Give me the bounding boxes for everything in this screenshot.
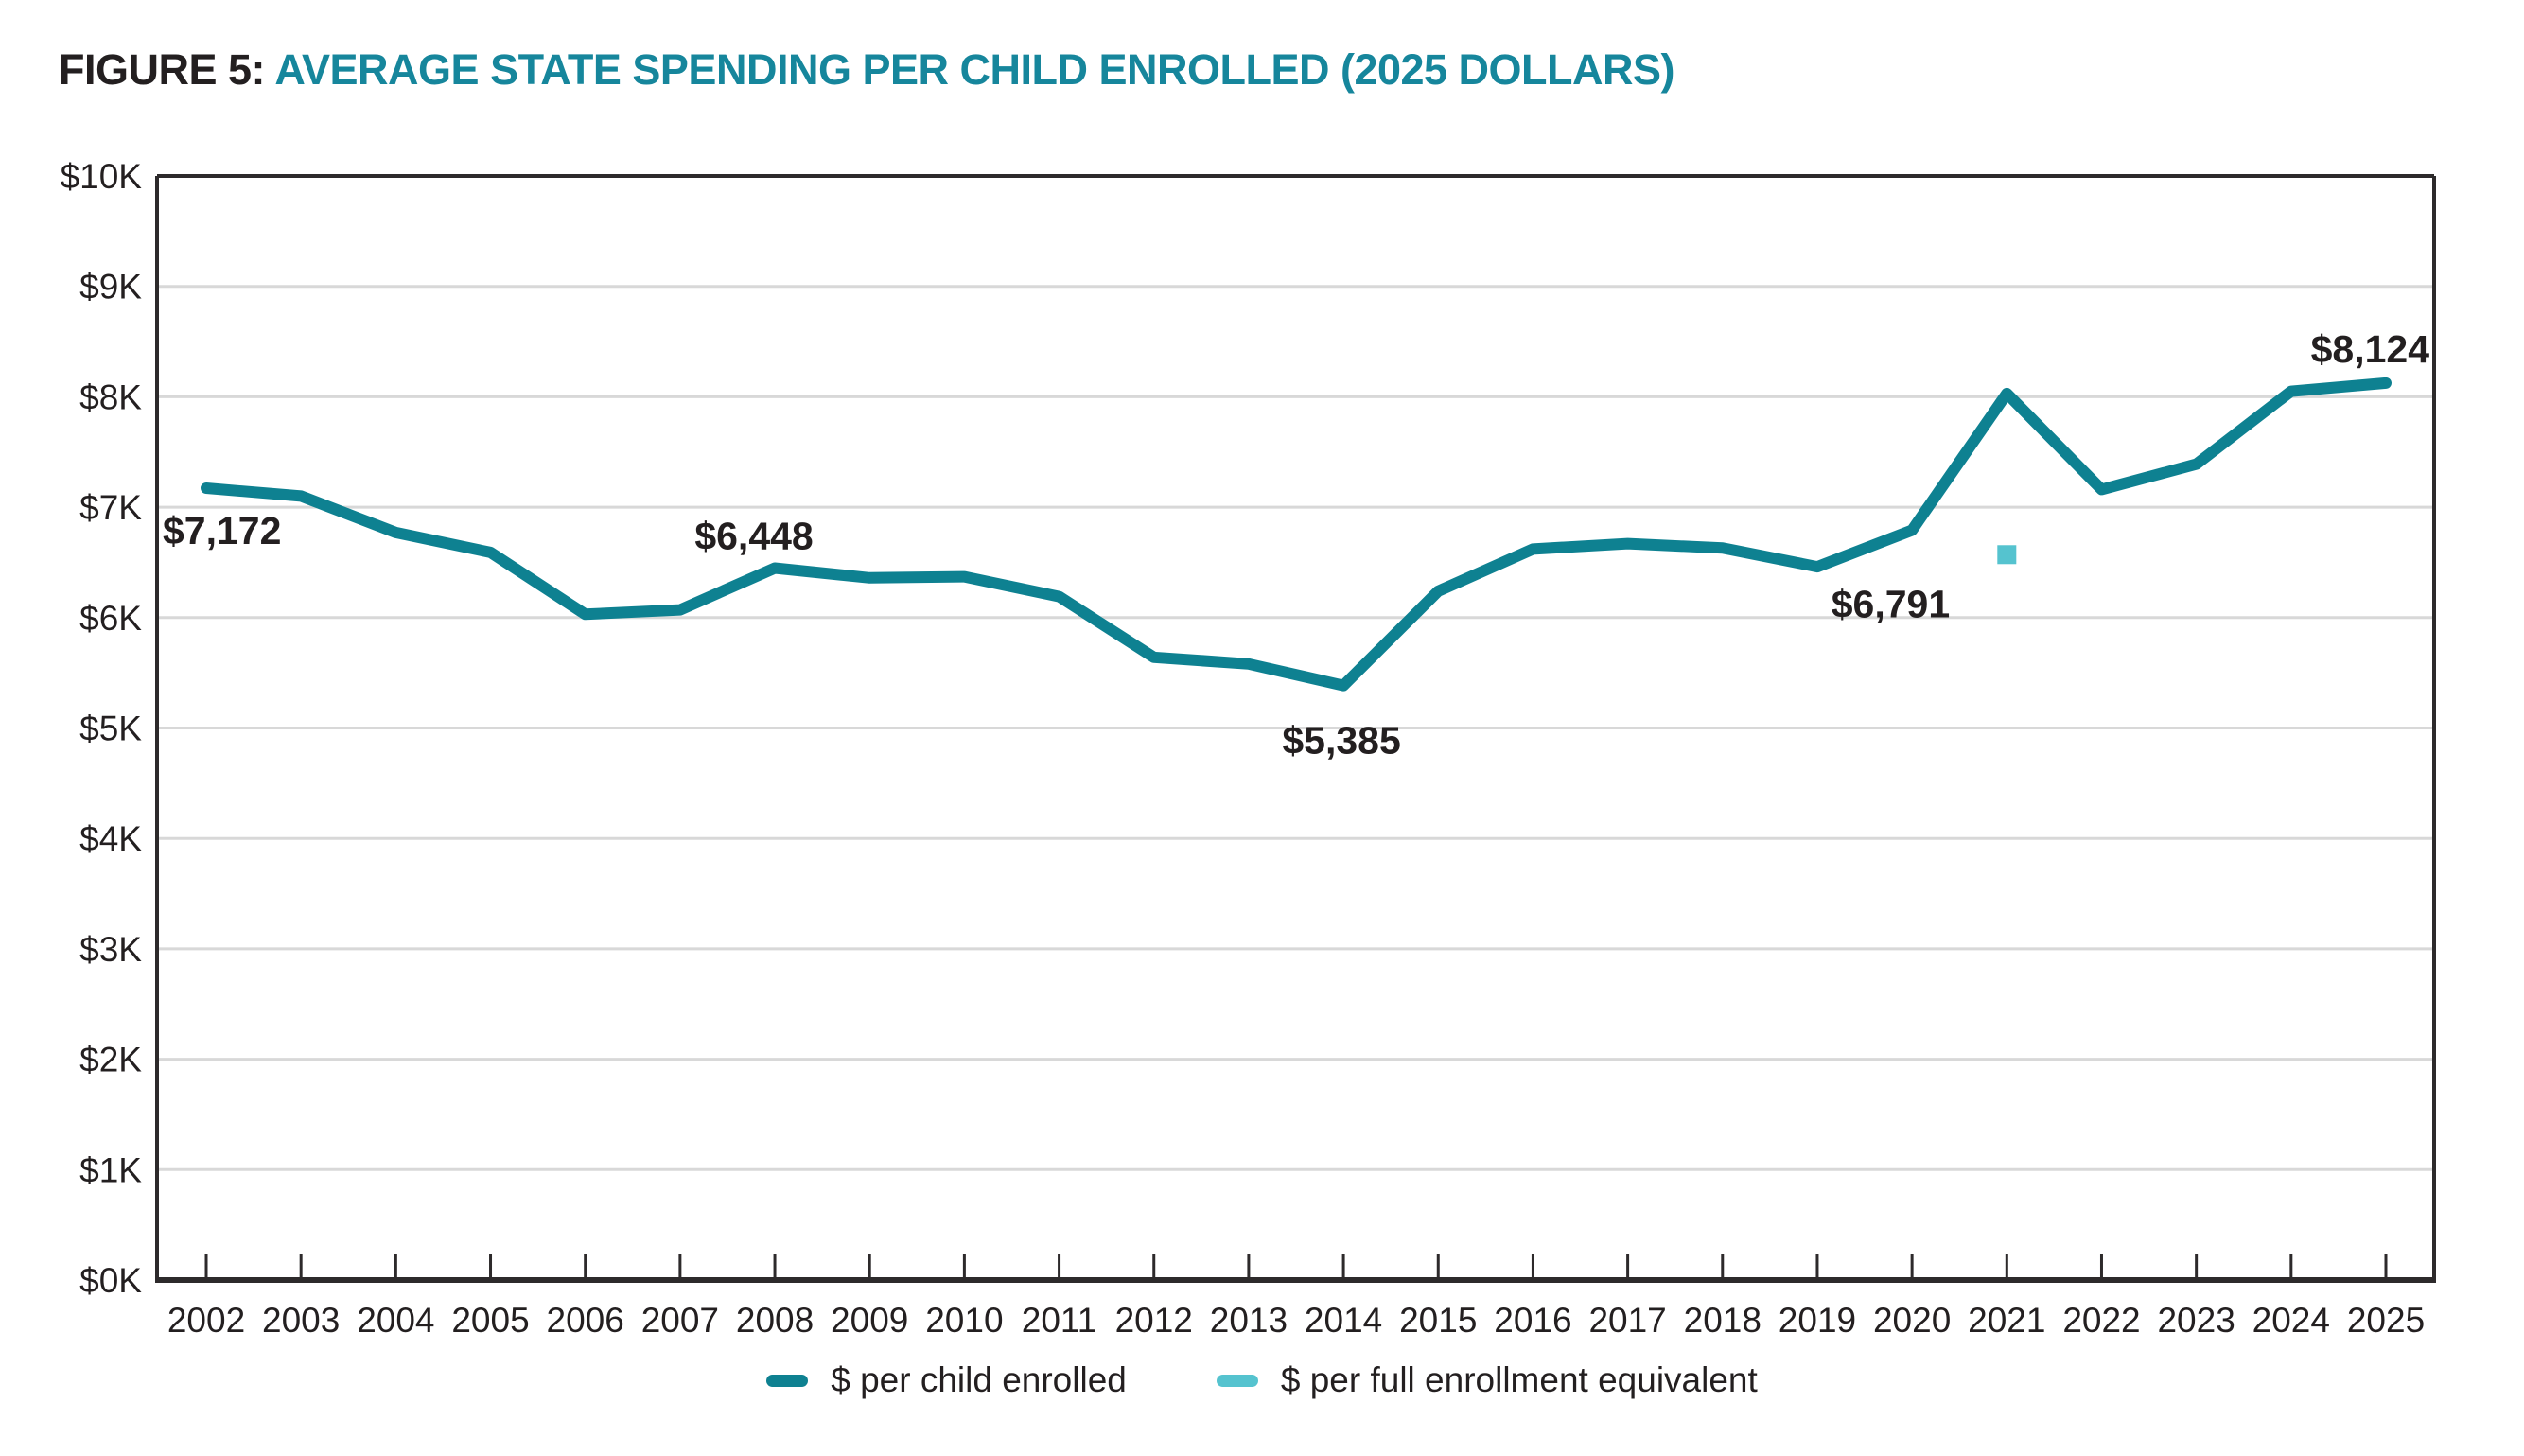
data-label-2020: $6,791	[1832, 582, 1950, 625]
y-tick-label: $10K	[61, 157, 143, 196]
figure-title-prefix: FIGURE 5:	[59, 45, 266, 94]
y-tick-label: $4K	[79, 819, 142, 858]
x-tick-label: 2021	[1968, 1301, 2045, 1340]
data-label-2014: $5,385	[1282, 719, 1400, 763]
per-child-enrolled-swatch-icon	[766, 1374, 809, 1387]
x-tick-label: 2005	[451, 1301, 529, 1340]
x-tick-label: 2004	[357, 1301, 434, 1340]
x-tick-label: 2010	[925, 1301, 1003, 1340]
x-tick-label: 2016	[1494, 1301, 1571, 1340]
chart-legend: $ per child enrolled $ per full enrollme…	[0, 1360, 2524, 1400]
legend-label: $ per full enrollment equivalent	[1280, 1360, 1758, 1399]
x-tick-label: 2003	[262, 1301, 340, 1340]
per-child-enrolled-line	[201, 377, 2392, 692]
x-tick-label: 2017	[1588, 1301, 1666, 1340]
data-label-2008: $6,448	[694, 515, 813, 558]
x-tick-label: 2011	[1022, 1301, 1097, 1340]
y-tick-label: $5K	[79, 710, 142, 748]
x-tick-label: 2008	[736, 1301, 814, 1340]
x-tick-label: 2015	[1399, 1301, 1477, 1340]
x-tick-label: 2020	[1873, 1301, 1951, 1340]
y-tick-label: $0K	[79, 1261, 142, 1300]
x-tick-label: 2018	[1684, 1301, 1762, 1340]
x-tick-label: 2007	[641, 1301, 719, 1340]
x-tick-label: 2023	[2157, 1301, 2235, 1340]
full-enrollment-equivalent-point	[1997, 545, 2017, 565]
y-tick-label: $1K	[79, 1150, 142, 1189]
x-tick-label: 2025	[2347, 1301, 2425, 1340]
legend-item-full-enrollment-equivalent: $ per full enrollment equivalent	[1216, 1360, 1758, 1400]
x-tick-label: 2024	[2252, 1301, 2330, 1340]
y-tick-label: $8K	[79, 377, 142, 416]
x-tick-label: 2014	[1305, 1301, 1382, 1340]
data-label-2002: $7,172	[163, 509, 281, 553]
x-tick-label: 2002	[167, 1301, 245, 1340]
x-tick-label: 2022	[2062, 1301, 2140, 1340]
legend-label: $ per child enrolled	[831, 1360, 1127, 1399]
y-tick-label: $6K	[79, 599, 142, 638]
x-tick-label: 2013	[1210, 1301, 1288, 1340]
figure-title-main: AVERAGE STATE SPENDING PER CHILD ENROLLE…	[274, 45, 1675, 94]
x-tick-label: 2012	[1115, 1301, 1193, 1340]
x-tick-label: 2006	[547, 1301, 624, 1340]
y-tick-label: $9K	[79, 268, 142, 307]
data-label-2025: $8,124	[2311, 327, 2430, 371]
x-tick-label: 2009	[831, 1301, 908, 1340]
legend-item-per-child-enrolled: $ per child enrolled	[766, 1360, 1127, 1400]
full-enrollment-equivalent-swatch-icon	[1216, 1374, 1258, 1387]
figure-title: FIGURE 5: AVERAGE STATE SPENDING PER CHI…	[59, 45, 1675, 95]
x-tick-label: 2019	[1779, 1301, 1856, 1340]
y-tick-label: $2K	[79, 1041, 142, 1079]
y-tick-label: $3K	[79, 930, 142, 969]
y-tick-label: $7K	[79, 488, 142, 527]
